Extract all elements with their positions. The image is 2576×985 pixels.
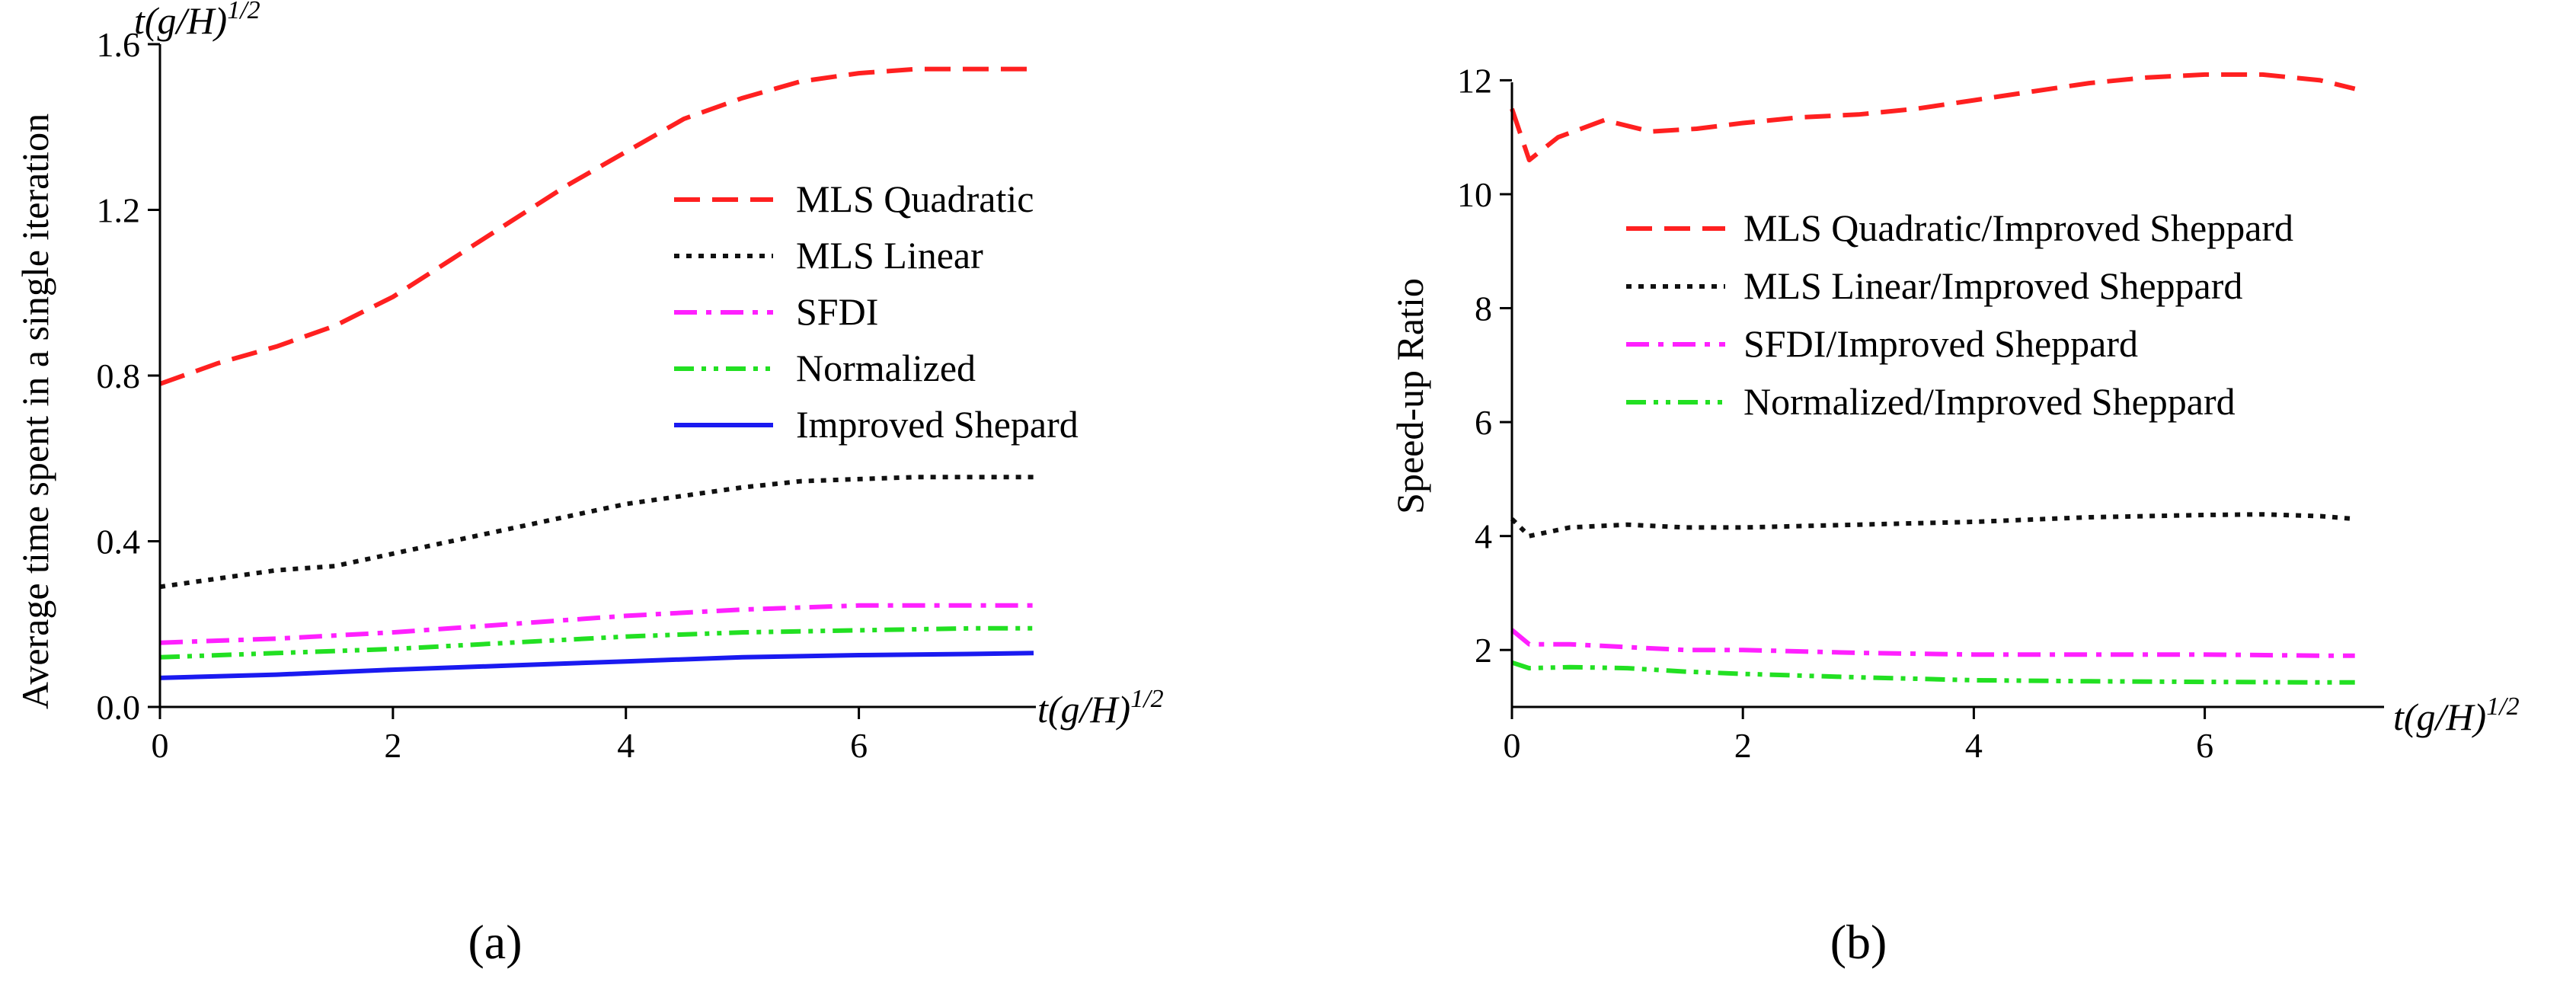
chart-b-legend-label: Normalized/Improved Sheppard bbox=[1743, 380, 2236, 423]
chart-b-x-ticks: 0 2 4 6 bbox=[1504, 707, 2213, 765]
chart-a-x-tick-label: 0 bbox=[152, 726, 169, 765]
chart-a-y-tick-label: 1.6 bbox=[97, 25, 141, 64]
panel-b-caption: (b) bbox=[1830, 915, 1887, 969]
chart-b-y-tick-label: 2 bbox=[1475, 631, 1492, 670]
chart-a-y-ticks: 0.0 0.4 0.8 1.2 1.6 bbox=[97, 25, 160, 727]
chart-a-legend-label: Improved Shepard bbox=[796, 403, 1079, 446]
chart-a-x-axis-label: t(g/H)1/2 bbox=[1037, 685, 1164, 731]
chart-b-y-tick-label: 8 bbox=[1475, 289, 1492, 328]
chart-a-series-line-1 bbox=[158, 66, 1034, 386]
chart-a-x-tick-label: 6 bbox=[850, 726, 868, 765]
chart-b-legend-label: SFDI/Improved Sheppard bbox=[1743, 322, 2138, 365]
chart-a-y-tick-label: 0.0 bbox=[97, 688, 141, 727]
chart-a-y-tick-label: 0.8 bbox=[97, 357, 141, 395]
chart-b-y-tick-label: 10 bbox=[1457, 175, 1492, 214]
chart-a-y-tick-label: 1.2 bbox=[97, 191, 141, 230]
chart-b-y-ticks: 2 4 6 8 10 12 bbox=[1457, 61, 1512, 670]
chart-panel-b: 2 4 6 8 10 12 0 2 4 6 MLS Quadratic/Improved She… bbox=[1389, 61, 2520, 765]
chart-b-series-line-1 bbox=[1510, 72, 2356, 163]
chart-b-y-tick-label: 4 bbox=[1475, 517, 1492, 556]
chart-b-legend-label: MLS Linear/Improved Sheppard bbox=[1743, 264, 2242, 307]
chart-a-series-line-2 bbox=[159, 475, 1034, 590]
chart-a-y-axis-label: Average time spent in a single iteration bbox=[14, 114, 56, 709]
chart-a-x-tick-label: 4 bbox=[617, 726, 634, 765]
chart-a-top-label: t(g/H)1/2 bbox=[134, 0, 260, 42]
chart-a-series-line-5 bbox=[159, 651, 1034, 680]
chart-b-x-tick-label: 4 bbox=[1965, 726, 1983, 765]
chart-a-series-line-4 bbox=[159, 625, 1034, 660]
chart-b-y-tick-label: 12 bbox=[1457, 61, 1492, 100]
chart-a-series-line-3 bbox=[159, 603, 1034, 645]
chart-a-legend-label: Normalized bbox=[796, 347, 976, 389]
chart-a-x-tick-label: 2 bbox=[384, 726, 401, 765]
chart-a-y-tick-label: 0.4 bbox=[97, 523, 141, 561]
chart-b-series-line-4 bbox=[1511, 660, 2355, 685]
chart-b-x-axis-label: t(g/H)1/2 bbox=[2393, 692, 2520, 738]
chart-b-y-tick-label: 6 bbox=[1475, 403, 1492, 442]
chart-b-x-tick-label: 0 bbox=[1504, 726, 1521, 765]
chart-b-series-line-3 bbox=[1510, 628, 2355, 658]
chart-b-legend-label: MLS Quadratic/Improved Sheppard bbox=[1743, 206, 2293, 249]
chart-b-x-tick-label: 2 bbox=[1734, 726, 1752, 765]
chart-panel-a: 0.0 0.4 0.8 1.2 1.6 0 2 4 6 MLS Quadratic MLS Li… bbox=[14, 0, 1164, 765]
chart-a-legend: MLS Quadratic MLS Linear SFDI Normalized Imp… bbox=[674, 177, 1079, 446]
chart-a-x-ticks: 0 2 4 6 bbox=[152, 707, 868, 765]
chart-b-legend: MLS Quadratic/Improved Sheppard MLS Linea… bbox=[1626, 206, 2293, 423]
chart-b-series-line-2 bbox=[1510, 512, 2355, 539]
chart-b-series bbox=[1510, 72, 2356, 685]
panel-a-caption: (a) bbox=[468, 915, 522, 969]
chart-b-y-axis-label: Speed-up Ratio bbox=[1389, 278, 1431, 514]
chart-a-legend-label: MLS Linear bbox=[796, 234, 983, 277]
chart-a-series bbox=[158, 66, 1034, 680]
chart-a-legend-label: MLS Quadratic bbox=[796, 177, 1034, 220]
chart-b-x-tick-label: 6 bbox=[2196, 726, 2213, 765]
chart-a-legend-label: SFDI bbox=[796, 290, 878, 333]
